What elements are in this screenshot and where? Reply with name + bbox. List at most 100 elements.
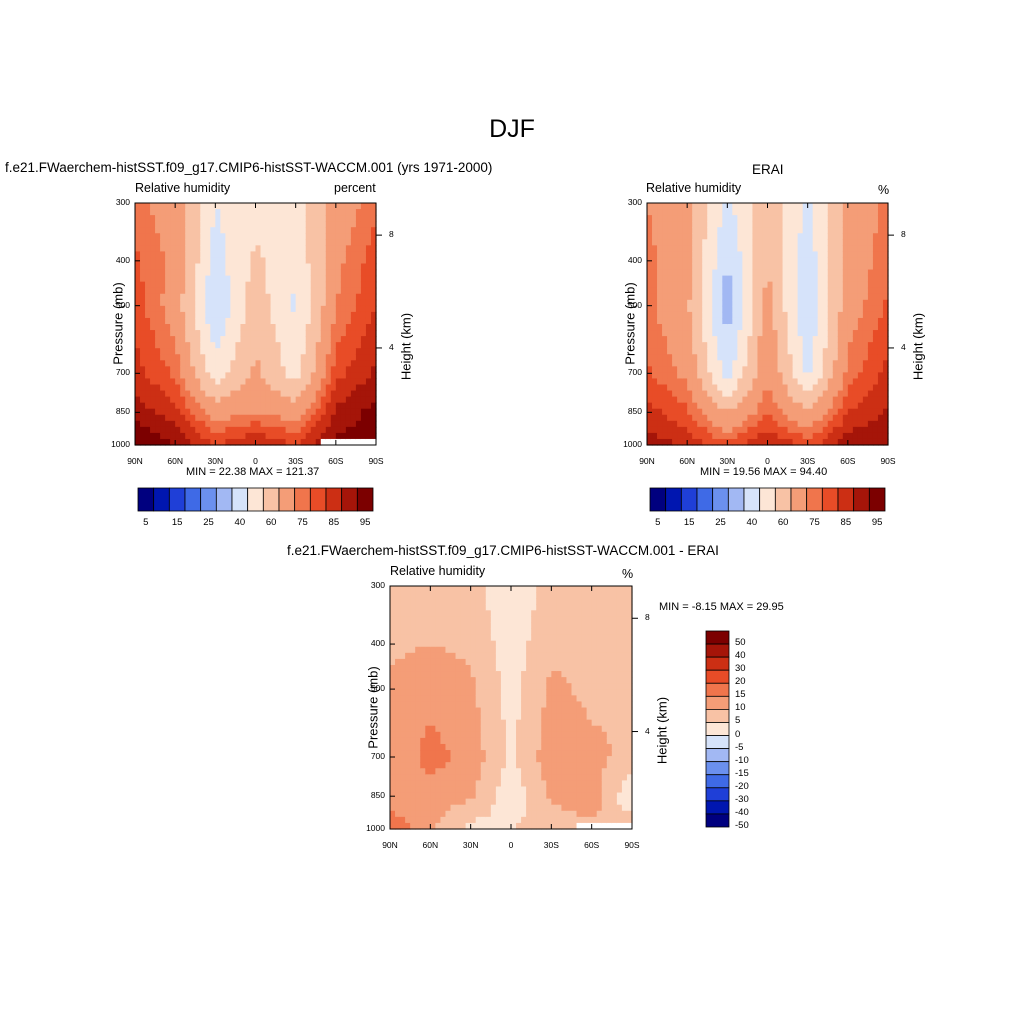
heatmap-cell (697, 239, 703, 246)
heatmap-cell (415, 762, 421, 769)
heatmap-cell (802, 269, 809, 277)
heatmap-cell (190, 354, 196, 361)
heatmap-cell (240, 305, 247, 313)
heatmap-cell (145, 239, 151, 246)
heatmap-cell (490, 683, 497, 690)
heatmap-cell (285, 257, 292, 265)
heatmap-cell (270, 378, 277, 386)
heatmap-cell (395, 786, 401, 794)
heatmap-cell (290, 233, 297, 240)
heatmap-cell (405, 652, 411, 660)
heatmap-cell (722, 426, 728, 434)
heatmap-cell (355, 215, 362, 222)
heatmap-cell (290, 239, 297, 246)
heatmap-cell (180, 305, 186, 313)
heatmap-cell (245, 384, 252, 392)
heatmap-cell (310, 221, 317, 228)
heatmap-cell (772, 245, 779, 252)
heatmap-cell (842, 305, 849, 313)
heatmap-cell (350, 251, 357, 259)
heatmap-cell (235, 293, 242, 301)
heatmap-cell (817, 384, 824, 392)
heatmap-cell (345, 317, 352, 325)
heatmap-cell (757, 227, 764, 234)
heatmap-cell (445, 737, 452, 745)
heatmap-cell (290, 366, 297, 373)
heatmap-cell (732, 378, 738, 386)
heatmap-cell (265, 203, 272, 210)
heatmap-cell (355, 396, 362, 404)
heatmap-cell (657, 317, 663, 325)
heatmap-cell (827, 324, 834, 331)
heatmap-cell (485, 804, 492, 812)
heatmap-cell (365, 209, 372, 216)
heatmap-cell (867, 275, 874, 283)
heatmap-cell (415, 822, 421, 830)
heatmap-cell (280, 438, 287, 446)
heatmap-cell (320, 408, 327, 416)
heatmap-cell (270, 324, 277, 331)
heatmap-cell (862, 215, 869, 222)
heatmap-cell (285, 408, 292, 416)
heatmap-cell (180, 299, 186, 307)
heatmap-cell (500, 683, 507, 690)
heatmap-cell (180, 432, 186, 440)
heatmap-cell (175, 257, 181, 265)
heatmap-cell (827, 378, 834, 386)
heatmap-cell (465, 671, 472, 678)
heatmap-cell (345, 233, 352, 240)
heatmap-cell (657, 408, 663, 416)
heatmap-cell (511, 750, 517, 757)
heatmap-cell (470, 792, 477, 800)
heatmap-cell (165, 299, 171, 307)
heatmap-cell (310, 330, 317, 337)
heatmap-cell (195, 372, 201, 380)
heatmap-cell (230, 257, 237, 265)
heatmap-cell (657, 330, 663, 337)
heatmap-cell (677, 209, 683, 216)
heatmap-cell (505, 683, 512, 690)
heatmap-cell (732, 311, 738, 319)
heatmap-cell (360, 311, 367, 319)
heatmap-cell (475, 671, 482, 678)
heatmap-cell (847, 263, 854, 271)
heatmap-cell (882, 221, 889, 228)
heatmap-cell (400, 701, 406, 709)
heatmap-cell (285, 378, 292, 386)
heatmap-cell (757, 233, 764, 240)
heatmap-cell (657, 203, 663, 210)
heatmap-cell (867, 209, 874, 216)
heatmap-cell (757, 324, 764, 331)
heatmap-cell (235, 269, 242, 277)
heatmap-cell (652, 293, 658, 301)
heatmap-cell (682, 293, 688, 301)
heatmap-cell (430, 786, 436, 794)
heatmap-cell (170, 281, 176, 289)
heatmap-cell (505, 810, 512, 818)
heatmap-cell (230, 378, 237, 386)
heatmap-cell (220, 402, 226, 410)
heatmap-cell (882, 311, 889, 319)
heatmap-cell (667, 203, 673, 210)
heatmap-cell (827, 384, 834, 392)
heatmap-cell (260, 263, 267, 271)
heatmap-cell (280, 299, 287, 307)
heatmap-cell (190, 384, 196, 392)
heatmap-cell (450, 664, 457, 672)
heatmap-cell (185, 281, 191, 289)
heatmap-cell (687, 305, 693, 313)
heatmap-cell (827, 342, 834, 349)
heatmap-cell (762, 293, 769, 301)
heatmap-cell (390, 798, 396, 806)
heatmap-cell (802, 432, 809, 440)
heatmap-cell (687, 311, 693, 319)
heatmap-cell (807, 293, 814, 301)
heatmap-cell (852, 239, 859, 246)
heatmap-cell (717, 227, 723, 234)
heatmap-cell (516, 695, 522, 703)
heatmap-cell (275, 251, 282, 259)
heatmap-cell (697, 311, 703, 319)
heatmap-cell (250, 293, 257, 301)
heatmap-cell (657, 275, 663, 283)
heatmap-cell (872, 324, 879, 331)
